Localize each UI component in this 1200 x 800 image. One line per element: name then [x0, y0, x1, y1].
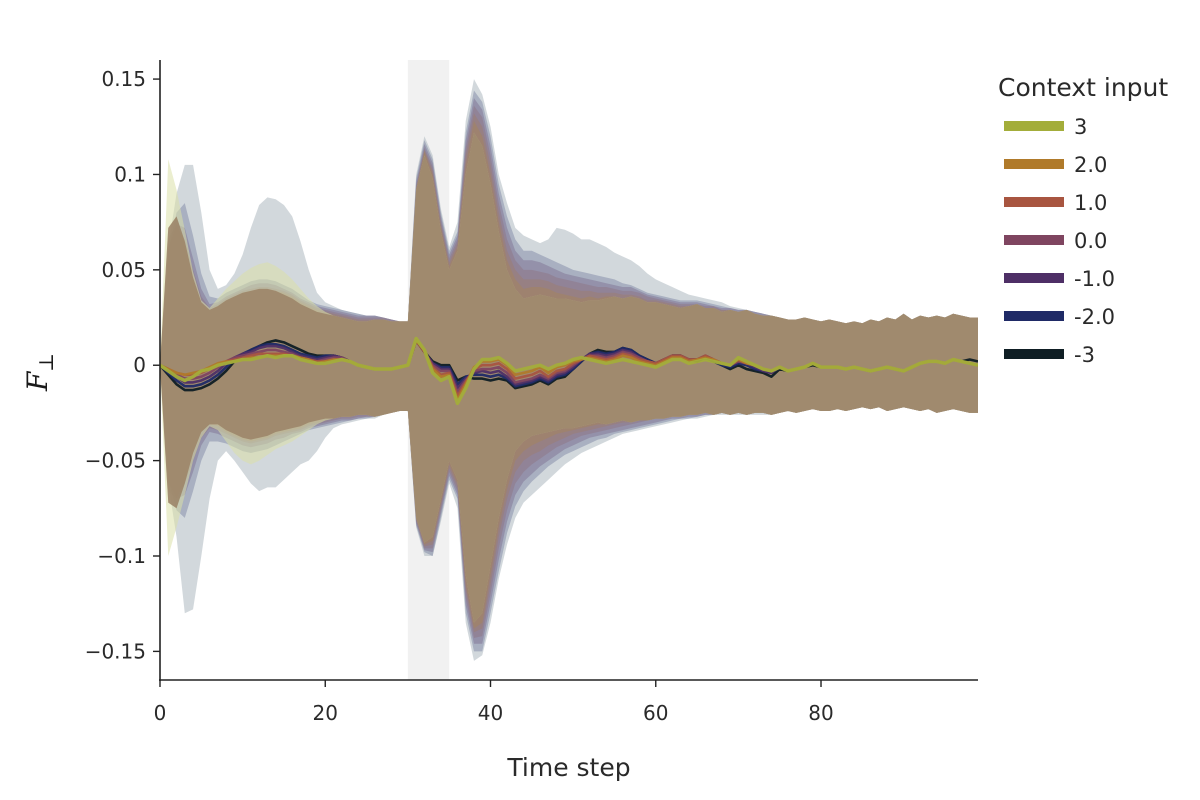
legend-label--1.0: -1.0 [1074, 267, 1115, 291]
y-tick-label: 0.05 [101, 258, 146, 282]
y-tick-label: 0.15 [101, 67, 146, 91]
band-overlap-core [160, 132, 978, 623]
x-tick-label: 60 [643, 701, 668, 725]
legend-swatch-1.0 [1004, 197, 1064, 207]
x-tick-label: 20 [313, 701, 338, 725]
y-tick-label: −0.15 [85, 639, 146, 663]
y-axis-title-subscript: ⊥ [34, 353, 58, 372]
legend-title: Context input [998, 73, 1168, 102]
y-tick-label: 0.1 [114, 162, 146, 186]
legend: Context input 3 2.0 1.0 0.0 -1.0 -2.0 -3 [998, 73, 1168, 367]
legend-swatch-0.0 [1004, 235, 1064, 245]
legend-label-3: 3 [1074, 115, 1087, 139]
y-axis-title: F⊥ [21, 353, 58, 392]
y-tick-label: 0 [133, 353, 146, 377]
series-lines-layer [160, 336, 978, 406]
x-axis-title: Time step [506, 753, 630, 782]
legend-label--2.0: -2.0 [1074, 305, 1115, 329]
line-series-3 [160, 336, 978, 406]
legend-label--3: -3 [1074, 343, 1095, 367]
axes-layer: 0 20 40 60 80 −0.15 −0.1 −0.05 0 0.05 0.1 0.15 [85, 60, 978, 725]
legend-swatch--3 [1004, 349, 1064, 359]
legend-swatch-3 [1004, 121, 1064, 131]
x-tick-label: 40 [478, 701, 503, 725]
legend-label-1.0: 1.0 [1074, 191, 1107, 215]
legend-swatch--1.0 [1004, 273, 1064, 283]
legend-swatch-2.0 [1004, 159, 1064, 169]
legend-swatch--2.0 [1004, 311, 1064, 321]
x-tick-label: 80 [808, 701, 833, 725]
y-tick-label: −0.1 [97, 544, 146, 568]
x-tick-label: 0 [154, 701, 167, 725]
legend-label-0.0: 0.0 [1074, 229, 1107, 253]
y-tick-label: −0.05 [85, 449, 146, 473]
legend-label-2.0: 2.0 [1074, 153, 1107, 177]
y-axis-title-main: F [21, 370, 54, 392]
